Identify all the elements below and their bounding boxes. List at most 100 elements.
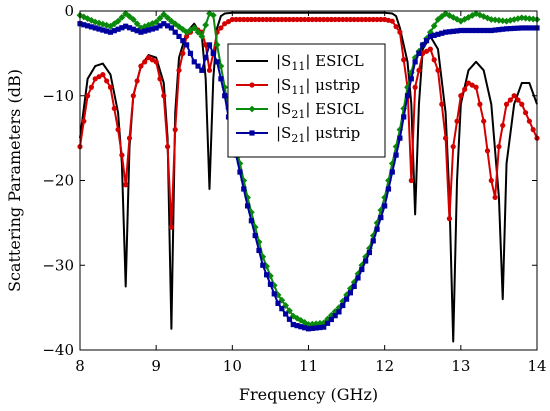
series-3-point (198, 33, 206, 40)
series-2-point (397, 29, 403, 35)
x-tick-label: 14 (527, 357, 546, 375)
series-4-point (374, 226, 380, 232)
series-4-point (439, 30, 445, 36)
legend-entry-3-label: |S21| ESICL (276, 100, 364, 121)
series-4-point (142, 28, 148, 34)
x-tick-label: 11 (299, 357, 318, 375)
series-3-point (95, 19, 103, 27)
series-3-point (461, 15, 469, 23)
series-2-point (355, 16, 361, 23)
series-3-point (179, 26, 187, 33)
series-4-point (107, 29, 114, 35)
series-2-point (241, 16, 247, 23)
series-4-point (100, 27, 106, 33)
series-2-point (96, 74, 102, 80)
series-2-point (484, 148, 491, 154)
series-2-point (328, 16, 334, 23)
legend: |S11| ESICL |S11| μstrip |S21| ESICL |S21| … (227, 43, 386, 158)
series-2-point (92, 76, 98, 82)
series-4-point (351, 283, 357, 290)
series-2-point (145, 55, 152, 61)
series-2-point (168, 224, 174, 230)
legend-entry-1-label: |S11| ESICL (276, 52, 364, 73)
series-4-point (431, 32, 437, 38)
series-3-point (129, 16, 137, 23)
series-3-point (217, 62, 225, 70)
series-4-point (279, 306, 285, 312)
series-4-point (210, 50, 216, 56)
series-3-point (213, 41, 221, 49)
series-4-point (450, 28, 456, 34)
series-4-point (157, 23, 163, 29)
series-3-point (514, 15, 522, 23)
series-3-point (202, 21, 210, 29)
series-2-point (336, 16, 342, 23)
series-4-point (271, 291, 277, 297)
series-4-point (359, 266, 365, 273)
y-tick-label: −40 (42, 341, 74, 359)
x-tick-label: 10 (223, 357, 242, 375)
series-4-point (366, 249, 373, 256)
series-2-point (164, 144, 171, 150)
series-2-point (401, 57, 407, 63)
series-3-point (99, 20, 107, 28)
series-2-point (363, 16, 369, 23)
series-2-point (511, 93, 517, 99)
series-2-point (526, 118, 532, 124)
series-2-point (85, 93, 91, 99)
series-2-point (123, 182, 129, 188)
series-3-point (335, 304, 343, 312)
series-2-point (473, 84, 479, 90)
series-2-point (107, 84, 114, 90)
series-4-point (370, 238, 376, 244)
series-2-point (244, 16, 251, 23)
series-4-point (168, 25, 174, 31)
series-3-point (91, 18, 99, 26)
series-2-point (176, 67, 182, 73)
series-2-point (462, 86, 468, 92)
series-4-point (397, 135, 403, 141)
series-4-point (435, 31, 441, 37)
series-2-point (435, 67, 441, 73)
series-4-point (256, 247, 262, 254)
series-2-point (347, 16, 353, 23)
series-4-point (500, 26, 506, 32)
x-tick-label: 13 (451, 357, 470, 375)
series-2-point (130, 93, 136, 99)
series-2-point (393, 24, 399, 30)
series-2-point (81, 118, 87, 124)
x-tick-label: 12 (375, 357, 394, 375)
series-3-point (103, 21, 111, 29)
legend-entry-4-label: |S21| μstrip (276, 124, 360, 145)
series-4-point (355, 275, 361, 281)
series-3-point (133, 20, 141, 28)
series-2-point (503, 101, 510, 107)
series-4-point (423, 38, 430, 44)
series-2-point (359, 16, 365, 23)
series-4-point (119, 25, 125, 31)
series-4-point (503, 26, 510, 32)
series-4-point (427, 33, 433, 40)
series-4-point (469, 27, 475, 34)
y-tick-label: −10 (42, 87, 74, 105)
legend-entry-2: |S11| μstrip (236, 76, 360, 97)
series-4-point (317, 324, 323, 331)
series-4-point (309, 325, 315, 331)
series-2-point (443, 135, 449, 141)
series-2-point (522, 110, 529, 116)
series-3-point (320, 319, 328, 327)
series-3-point (392, 143, 400, 150)
x-tick-label: 9 (151, 357, 161, 375)
series-3-point (255, 238, 263, 246)
series-4-point (149, 26, 155, 32)
series-4-point (134, 28, 140, 34)
series-4-point (332, 313, 338, 319)
legend-entry-3: |S21| ESICL (236, 100, 364, 121)
series-2-point (454, 118, 460, 124)
series-4-point (237, 169, 243, 175)
series-4-point (111, 28, 117, 34)
series-4-point (248, 218, 254, 224)
series-4-point (164, 23, 171, 29)
series-4-point (492, 27, 498, 33)
series-3-point (175, 23, 183, 31)
